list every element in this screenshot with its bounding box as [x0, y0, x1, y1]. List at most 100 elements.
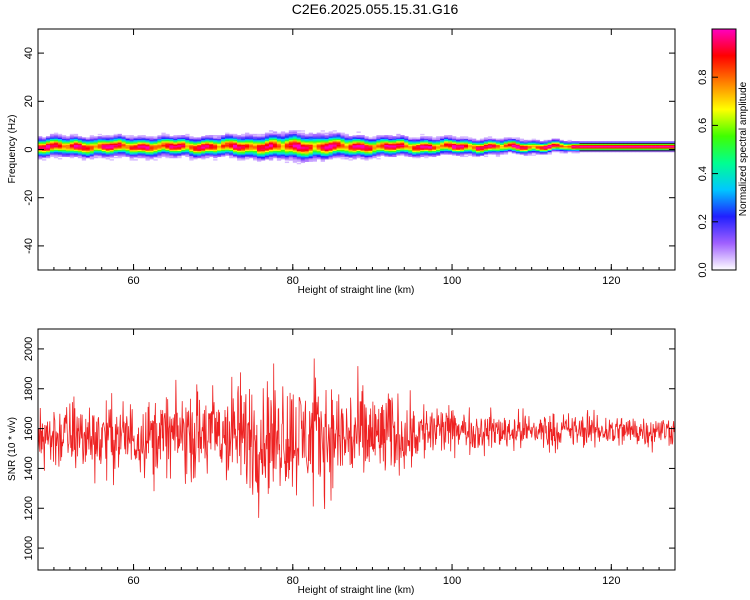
spectrogram-cell — [348, 145, 353, 148]
spectrogram-cell — [81, 154, 87, 156]
spectrogram-cell — [320, 139, 325, 142]
spectrogram-cell — [300, 132, 306, 135]
spectrogram-cell — [221, 138, 226, 141]
spectrogram-cell — [304, 153, 310, 155]
spectrogram-cell — [336, 133, 341, 136]
spectrogram-cell — [252, 153, 258, 155]
spectrogram-cell — [543, 145, 548, 148]
spectrogram-cell — [440, 136, 445, 138]
spectrogram-cell — [65, 154, 71, 156]
spectrogram-cell — [276, 154, 282, 156]
spectrogram-cell — [495, 149, 501, 151]
spectrogram-cell — [252, 144, 258, 147]
spectrogram-cell — [69, 133, 75, 136]
spectrogram-cell — [272, 151, 278, 154]
spectrogram-cell — [65, 150, 71, 153]
spectrogram-cell — [543, 143, 548, 145]
spectrogram-cell — [252, 141, 258, 143]
spectrogram-cell — [376, 149, 381, 151]
spectrogram-cell — [671, 147, 675, 149]
spectrogram-cell — [121, 145, 126, 148]
spectrogram-cell — [420, 150, 425, 153]
spectrogram-cell — [264, 154, 270, 156]
spectrogram-cell — [65, 145, 71, 148]
spectrogram-cell — [264, 147, 270, 149]
spectrogram-cell — [412, 143, 417, 145]
spectrogram-cell — [340, 154, 345, 156]
spectrogram-cell — [109, 150, 114, 153]
spectrogram-cell — [388, 143, 393, 145]
spectrogram-cell — [507, 145, 513, 148]
spectrogram-cell — [412, 145, 417, 148]
spectrogram-cell — [392, 142, 397, 144]
spectrogram-cell — [304, 149, 310, 151]
spectrogram-cell — [479, 139, 485, 142]
spectrogram-cell — [280, 141, 286, 143]
spectrogram-cell — [515, 153, 521, 155]
spectrogram-cell — [85, 148, 91, 150]
spectrogram-cell — [225, 153, 230, 155]
spectrogram-cell — [45, 136, 51, 138]
spectrogram-cell — [280, 154, 286, 156]
spectrogram-cell — [575, 151, 580, 154]
spectrogram-cell — [169, 136, 174, 138]
spectrogram-cell — [101, 143, 106, 145]
spectrogram-cell — [288, 149, 294, 151]
spectrogram-cell — [49, 136, 55, 138]
spectrogram-cell — [547, 143, 552, 145]
spectrogram-cell — [201, 136, 206, 138]
spectrogram-cell — [432, 151, 437, 154]
spectrogram-cell — [205, 139, 210, 142]
spectrogram-cell — [133, 139, 138, 142]
spectrogram-cell — [384, 153, 389, 155]
spectrogram-cell — [551, 142, 556, 144]
spectrogram-cell — [145, 139, 150, 142]
spectrogram-cell — [292, 142, 298, 144]
spectrogram-cell — [213, 156, 218, 159]
spectrogram-cell — [412, 153, 417, 155]
spectrogram-cell — [436, 141, 441, 143]
spectrogram-cell — [117, 141, 122, 143]
spectrogram-cell — [344, 153, 349, 155]
spectrogram-cell — [185, 138, 190, 141]
spectrogram-cell — [256, 159, 262, 161]
spectrogram-cell — [432, 139, 437, 142]
spectrogram-cell — [53, 143, 59, 145]
spectrogram-cell — [471, 141, 477, 143]
spectrogram-cell — [348, 143, 353, 145]
spectrogram-cell — [491, 138, 497, 141]
spectrogram-cell — [245, 150, 250, 153]
spectrogram-cell — [157, 148, 162, 150]
spectrogram-cell — [507, 150, 513, 153]
spectrogram-cell — [101, 148, 106, 150]
spectrogram-cell — [81, 145, 87, 148]
spectrogram-cell — [229, 141, 234, 143]
spectrogram-cell — [452, 136, 457, 138]
spectrogram-cell — [324, 149, 329, 151]
spectrogram-cell — [237, 143, 242, 145]
spectrogram-cell — [38, 142, 43, 144]
spectrogram-cell — [304, 154, 310, 156]
spectrogram-cell — [312, 154, 317, 156]
spectrogram-cell — [507, 149, 513, 151]
spectrogram-cell — [316, 154, 321, 156]
spectrogram-cell — [153, 154, 158, 156]
spectrogram-cell — [252, 150, 258, 153]
spectrogram-cell — [264, 150, 270, 153]
spectrogram-cell — [65, 141, 71, 143]
spectrogram-cell — [217, 148, 222, 150]
spectrogram-cell — [57, 154, 63, 156]
spectrogram-cell — [408, 153, 413, 155]
spectrogram-cell — [121, 151, 126, 154]
spectrogram-cell — [448, 150, 453, 153]
spectrogram-cell — [292, 136, 298, 138]
spectrogram-cell — [591, 150, 596, 153]
spectrogram-cell — [511, 150, 517, 153]
spectrogram-cell — [141, 154, 146, 156]
spectrogram-cell — [61, 150, 67, 153]
spectrogram-cell — [328, 149, 333, 151]
spectrogram-cell — [360, 157, 365, 160]
spectrogram-cell — [141, 147, 146, 149]
spectrogram-cell — [372, 148, 377, 150]
spectrogram-cell — [456, 143, 461, 145]
